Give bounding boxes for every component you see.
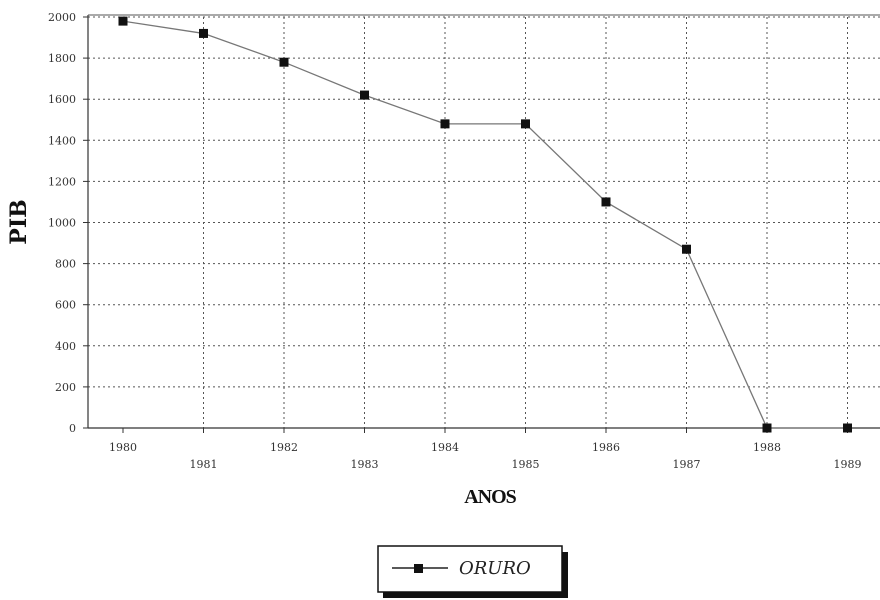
- legend-box: [377, 545, 563, 593]
- x-tick-labels: 1980 1981 1982 1983 1984 1985 1986 1987 1988 1989: [109, 441, 862, 471]
- y-axis-title: PIB: [6, 199, 32, 244]
- legend-label: ORURO: [459, 558, 531, 579]
- series-line-oruro: [122, 20, 848, 429]
- y-tick-label: 600: [55, 299, 76, 312]
- y-tick-label: 800: [55, 258, 76, 271]
- y-tick-labels: 0 200 400 600 800 1000 1200 1400 1600 1800 2000: [48, 11, 76, 435]
- data-point: [682, 244, 691, 254]
- series-lines: [122, 20, 848, 429]
- y-tick-label: 1800: [48, 52, 76, 65]
- y-tick-label: 1000: [48, 217, 76, 230]
- axes: [83, 14, 880, 433]
- x-tick-label: 1980: [109, 441, 137, 454]
- x-tick-label: 1984: [431, 441, 459, 454]
- y-tick-label: 400: [55, 340, 76, 353]
- x-tick-label: 1982: [270, 441, 298, 454]
- y-tick-label: 1200: [48, 175, 76, 188]
- x-axis-title: ANOS: [464, 486, 516, 508]
- data-point: [521, 119, 530, 129]
- data-points: [118, 16, 852, 433]
- legend: ORURO: [377, 545, 568, 598]
- data-point: [118, 16, 128, 26]
- data-point: [360, 90, 369, 100]
- y-tick-label: 0: [69, 422, 76, 435]
- data-point: [762, 423, 772, 433]
- y-tick-label: 1600: [48, 93, 76, 106]
- data-point: [843, 423, 852, 433]
- data-point: [279, 57, 289, 67]
- y-tick-label: 1400: [48, 134, 76, 147]
- x-tick-label: 1981: [190, 458, 218, 471]
- x-tick-label: 1988: [753, 441, 781, 454]
- data-point: [601, 197, 611, 207]
- x-tick-label: 1985: [512, 458, 540, 471]
- data-point: [440, 119, 450, 129]
- grid: [88, 16, 880, 428]
- y-tick-label: 2000: [48, 11, 76, 24]
- x-tick-label: 1983: [351, 458, 379, 471]
- x-tick-label: 1986: [592, 441, 620, 454]
- data-point: [199, 28, 208, 38]
- legend-marker: [414, 564, 423, 573]
- x-tick-label: 1989: [834, 458, 862, 471]
- y-tick-label: 200: [55, 381, 76, 394]
- x-tick-label: 1987: [673, 458, 701, 471]
